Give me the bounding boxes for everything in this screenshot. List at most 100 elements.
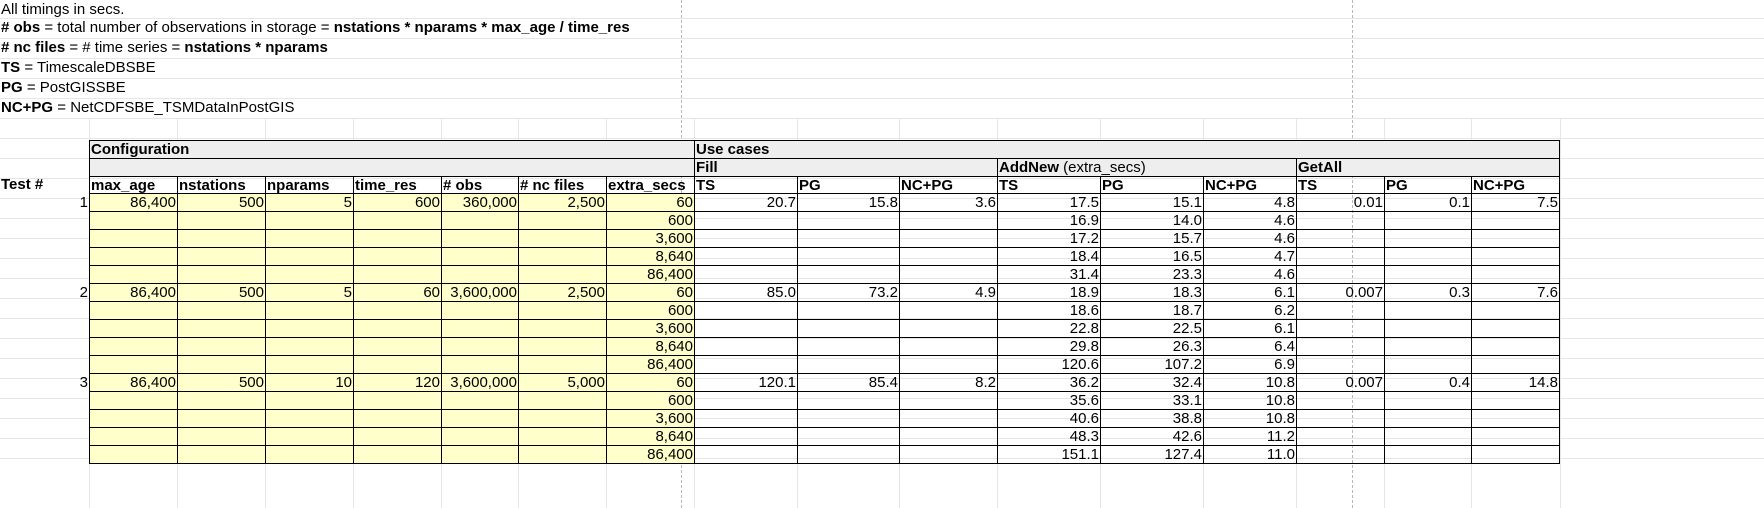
data-row-test2-5-addnew-pg[interactable]: 107.2 <box>1100 356 1203 374</box>
test-number-cell[interactable]: 2 <box>79 284 88 301</box>
data-row-test3-3-config-0[interactable] <box>89 410 177 428</box>
data-row-test1-3-extra-secs[interactable]: 3,600 <box>606 230 694 248</box>
data-row-test2-5-config-5[interactable] <box>518 356 606 374</box>
data-row-test3-2-extra-secs[interactable]: 600 <box>606 392 694 410</box>
data-row-test1-3-fill-ncpg[interactable] <box>899 230 997 248</box>
note-row-3[interactable]: # nc files = # time series = nstations *… <box>0 38 329 58</box>
data-row-test1-1-config-3[interactable]: 600 <box>353 194 441 212</box>
data-row-test1-4-getall-pg[interactable] <box>1384 248 1471 266</box>
header-use-cases[interactable]: Use cases <box>694 140 1560 158</box>
data-row-test2-2-fill-ncpg[interactable] <box>899 302 997 320</box>
data-row-test3-2-addnew-ts[interactable]: 35.6 <box>997 392 1100 410</box>
data-row-test2-3-addnew-ts[interactable]: 22.8 <box>997 320 1100 338</box>
header-col-max-age[interactable]: max_age <box>89 176 177 194</box>
header-col-nstations[interactable]: nstations <box>177 176 265 194</box>
data-row-test2-3-addnew-ncpg[interactable]: 6.1 <box>1203 320 1296 338</box>
data-row-test3-3-config-4[interactable] <box>441 410 518 428</box>
data-row-test1-5-addnew-ts[interactable]: 31.4 <box>997 266 1100 284</box>
data-row-test2-5-extra-secs[interactable]: 86,400 <box>606 356 694 374</box>
data-row-test2-4-config-5[interactable] <box>518 338 606 356</box>
data-row-test3-3-fill-ts[interactable] <box>694 410 797 428</box>
data-row-test2-2-config-5[interactable] <box>518 302 606 320</box>
data-row-test1-4-fill-pg[interactable] <box>797 248 899 266</box>
data-row-test1-2-fill-pg[interactable] <box>797 212 899 230</box>
data-row-test2-5-getall-ncpg[interactable] <box>1471 356 1560 374</box>
data-row-test2-5-getall-pg[interactable] <box>1384 356 1471 374</box>
data-row-test2-5-addnew-ts[interactable]: 120.6 <box>997 356 1100 374</box>
data-row-test2-2-addnew-ncpg[interactable]: 6.2 <box>1203 302 1296 320</box>
header-backend-getall-ts[interactable]: TS <box>1296 176 1384 194</box>
data-row-test3-3-fill-pg[interactable] <box>797 410 899 428</box>
data-row-test1-1-fill-ts[interactable]: 20.7 <box>694 194 797 212</box>
header-backend-fill-ts[interactable]: TS <box>694 176 797 194</box>
data-row-test3-5-fill-ts[interactable] <box>694 446 797 464</box>
data-row-test3-2-fill-ts[interactable] <box>694 392 797 410</box>
data-row-test3-1-addnew-pg[interactable]: 32.4 <box>1100 374 1203 392</box>
data-row-test3-2-addnew-ncpg[interactable]: 10.8 <box>1203 392 1296 410</box>
data-row-test1-3-config-1[interactable] <box>177 230 265 248</box>
data-row-test2-5-addnew-ncpg[interactable]: 6.9 <box>1203 356 1296 374</box>
data-row-test2-1-addnew-pg[interactable]: 18.3 <box>1100 284 1203 302</box>
data-row-test3-5-fill-pg[interactable] <box>797 446 899 464</box>
header-fill[interactable]: Fill <box>694 158 997 176</box>
data-row-test3-1-getall-ncpg[interactable]: 14.8 <box>1471 374 1560 392</box>
data-row-test2-5-fill-ncpg[interactable] <box>899 356 997 374</box>
data-row-test3-2-fill-ncpg[interactable] <box>899 392 997 410</box>
data-row-test3-5-getall-ts[interactable] <box>1296 446 1384 464</box>
data-row-test3-2-fill-pg[interactable] <box>797 392 899 410</box>
data-row-test3-5-config-3[interactable] <box>353 446 441 464</box>
data-row-test1-1-addnew-ts[interactable]: 17.5 <box>997 194 1100 212</box>
data-row-test1-2-addnew-ts[interactable]: 16.9 <box>997 212 1100 230</box>
data-row-test2-1-config-2[interactable]: 5 <box>265 284 353 302</box>
data-row-test1-1-fill-ncpg[interactable]: 3.6 <box>899 194 997 212</box>
data-row-test1-2-addnew-pg[interactable]: 14.0 <box>1100 212 1203 230</box>
data-row-test1-5-fill-ncpg[interactable] <box>899 266 997 284</box>
data-row-test1-4-fill-ts[interactable] <box>694 248 797 266</box>
data-row-test2-2-addnew-ts[interactable]: 18.6 <box>997 302 1100 320</box>
header-backend-addnew-pg[interactable]: PG <box>1100 176 1203 194</box>
data-row-test2-3-config-0[interactable] <box>89 320 177 338</box>
data-row-test3-5-config-5[interactable] <box>518 446 606 464</box>
data-row-test1-5-extra-secs[interactable]: 86,400 <box>606 266 694 284</box>
data-row-test3-5-config-2[interactable] <box>265 446 353 464</box>
data-row-test1-5-addnew-ncpg[interactable]: 4.6 <box>1203 266 1296 284</box>
header-backend-addnew-ts[interactable]: TS <box>997 176 1100 194</box>
data-row-test2-4-addnew-ts[interactable]: 29.8 <box>997 338 1100 356</box>
data-row-test3-4-config-1[interactable] <box>177 428 265 446</box>
data-row-test1-3-getall-pg[interactable] <box>1384 230 1471 248</box>
data-row-test1-3-fill-pg[interactable] <box>797 230 899 248</box>
data-row-test3-1-config-4[interactable]: 3,600,000 <box>441 374 518 392</box>
data-row-test2-1-config-3[interactable]: 60 <box>353 284 441 302</box>
data-row-test1-1-extra-secs[interactable]: 60 <box>606 194 694 212</box>
data-row-test2-2-getall-ts[interactable] <box>1296 302 1384 320</box>
data-row-test3-5-getall-ncpg[interactable] <box>1471 446 1560 464</box>
data-row-test3-1-config-2[interactable]: 10 <box>265 374 353 392</box>
data-row-test3-3-config-1[interactable] <box>177 410 265 428</box>
header-col-extra-secs[interactable]: extra_secs <box>606 176 694 194</box>
data-row-test3-3-getall-pg[interactable] <box>1384 410 1471 428</box>
data-row-test2-1-addnew-ts[interactable]: 18.9 <box>997 284 1100 302</box>
data-row-test2-5-fill-pg[interactable] <box>797 356 899 374</box>
header-backend-fill-ncpg[interactable]: NC+PG <box>899 176 997 194</box>
header-col---obs[interactable]: # obs <box>441 176 518 194</box>
data-row-test2-2-getall-pg[interactable] <box>1384 302 1471 320</box>
data-row-test2-2-config-0[interactable] <box>89 302 177 320</box>
header-col---nc-files[interactable]: # nc files <box>518 176 606 194</box>
data-row-test2-1-extra-secs[interactable]: 60 <box>606 284 694 302</box>
data-row-test3-3-extra-secs[interactable]: 3,600 <box>606 410 694 428</box>
data-row-test3-2-addnew-pg[interactable]: 33.1 <box>1100 392 1203 410</box>
data-row-test3-5-config-1[interactable] <box>177 446 265 464</box>
data-row-test1-2-config-4[interactable] <box>441 212 518 230</box>
data-row-test3-3-config-5[interactable] <box>518 410 606 428</box>
data-row-test3-5-addnew-pg[interactable]: 127.4 <box>1100 446 1203 464</box>
data-row-test3-2-config-2[interactable] <box>265 392 353 410</box>
data-row-test3-3-getall-ts[interactable] <box>1296 410 1384 428</box>
data-row-test1-4-extra-secs[interactable]: 8,640 <box>606 248 694 266</box>
data-row-test1-2-fill-ncpg[interactable] <box>899 212 997 230</box>
data-row-test1-5-config-5[interactable] <box>518 266 606 284</box>
note-row-5[interactable]: PG = PostGISSBE <box>0 78 127 98</box>
data-row-test2-4-getall-pg[interactable] <box>1384 338 1471 356</box>
data-row-test1-3-addnew-pg[interactable]: 15.7 <box>1100 230 1203 248</box>
data-row-test2-1-getall-ts[interactable]: 0.007 <box>1296 284 1384 302</box>
data-row-test2-4-extra-secs[interactable]: 8,640 <box>606 338 694 356</box>
